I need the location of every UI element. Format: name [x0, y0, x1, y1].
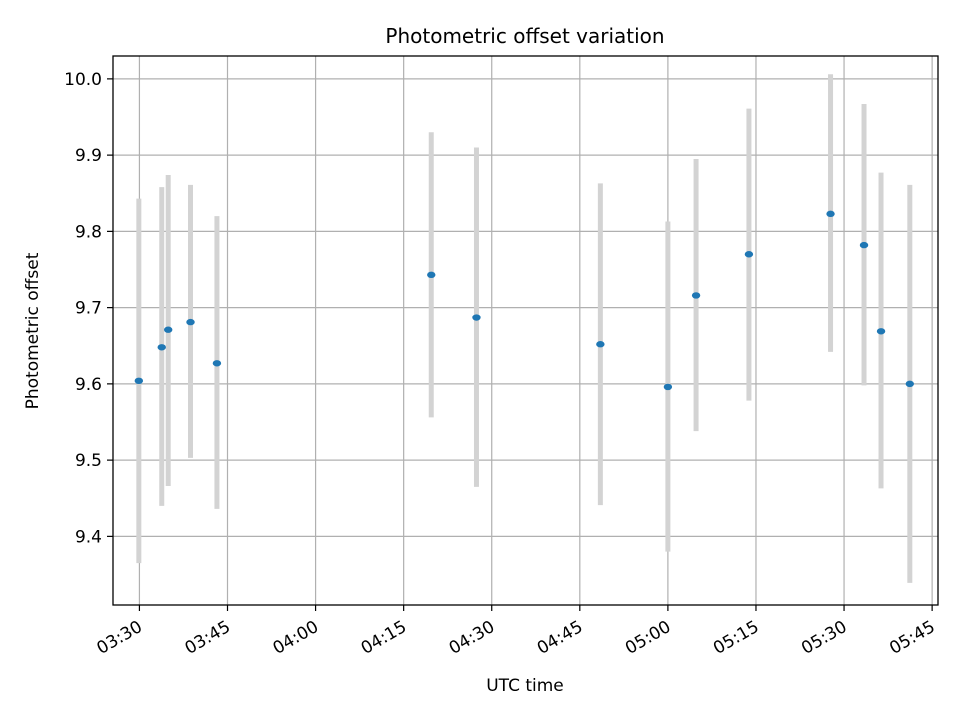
chart-title: Photometric offset variation: [385, 24, 664, 48]
data-point: [691, 292, 701, 299]
data-point: [427, 271, 436, 279]
y-tick-label: 9.4: [75, 527, 102, 547]
data-point: [472, 314, 481, 321]
data-point: [905, 380, 915, 388]
y-tick-label: 9.8: [75, 222, 102, 242]
data-point: [134, 377, 144, 385]
data-point: [826, 210, 835, 218]
data-point: [744, 251, 754, 258]
x-axis-label: UTC time: [486, 676, 564, 696]
data-point: [186, 318, 195, 326]
y-tick-label: 10.0: [64, 70, 102, 90]
data-point: [212, 360, 222, 367]
y-tick-label: 9.9: [75, 146, 102, 166]
data-point: [663, 383, 673, 391]
y-axis-ticks: 9.4 9.5 9.6 9.7 9.8 9.9 10.0: [64, 70, 113, 547]
grid: [113, 56, 938, 605]
y-tick-label: 9.5: [75, 451, 102, 471]
data-point: [157, 344, 166, 351]
data-points: [134, 210, 915, 391]
data-point: [596, 341, 605, 348]
plot-area-frame: [112, 55, 939, 606]
y-axis-label: Photometric offset: [23, 252, 43, 409]
data-point: [163, 326, 173, 333]
y-tick-label: 9.6: [75, 375, 102, 395]
y-tick-label: 9.7: [75, 299, 102, 319]
data-point: [859, 241, 869, 249]
data-point: [876, 328, 886, 335]
